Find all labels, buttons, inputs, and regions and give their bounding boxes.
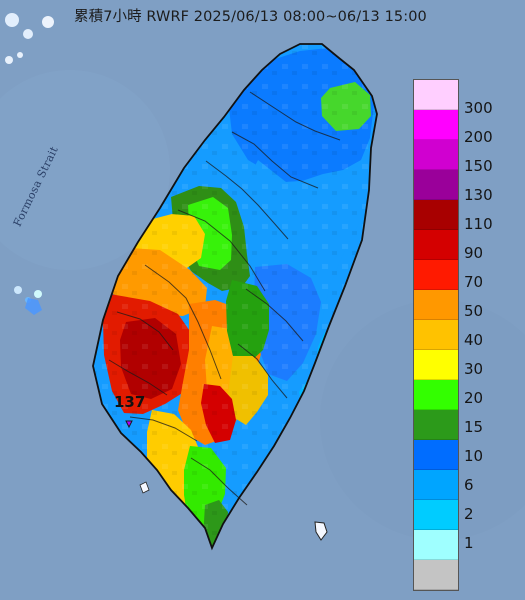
legend-label-15: 15 xyxy=(464,418,484,436)
legend-swatch xyxy=(414,110,458,140)
legend-swatch xyxy=(414,320,458,350)
legend-swatch xyxy=(414,500,458,530)
legend-swatch xyxy=(414,170,458,200)
rainfall-legend: 300 200 150 130 110 90 70 50 40 30 20 15… xyxy=(413,79,523,591)
max-station-value: 137 xyxy=(114,393,146,411)
legend-swatch xyxy=(414,470,458,500)
legend-swatch xyxy=(414,410,458,440)
legend-swatch xyxy=(414,380,458,410)
legend-label-10: 10 xyxy=(464,447,484,465)
legend-label-50: 50 xyxy=(464,302,484,320)
page-title: 累積7小時 RWRF 2025/06/13 08:00~06/13 15:00 xyxy=(74,9,427,25)
legend-label-20: 20 xyxy=(464,389,484,407)
legend-label-1: 1 xyxy=(464,534,474,552)
legend-swatch xyxy=(414,560,458,590)
legend-label-40: 40 xyxy=(464,331,484,349)
legend-label-30: 30 xyxy=(464,360,484,378)
legend-swatch xyxy=(414,440,458,470)
legend-label-6: 6 xyxy=(464,476,474,494)
max-rain-marker xyxy=(125,420,133,429)
offshore-islands xyxy=(25,298,328,541)
legend-label-70: 70 xyxy=(464,273,484,291)
legend-swatch xyxy=(414,200,458,230)
legend-label-110: 110 xyxy=(464,215,493,233)
legend-label-200: 200 xyxy=(464,128,493,146)
legend-label-130: 130 xyxy=(464,186,493,204)
legend-swatch xyxy=(414,80,458,110)
legend-label-90: 90 xyxy=(464,244,484,262)
legend-swatch xyxy=(414,140,458,170)
legend-colorbar xyxy=(413,79,459,591)
legend-swatch xyxy=(414,350,458,380)
legend-label-2: 2 xyxy=(464,505,474,523)
county-boundaries xyxy=(108,91,341,506)
coastal-cloud-noise xyxy=(5,13,54,303)
legend-swatch xyxy=(414,530,458,560)
legend-swatch xyxy=(414,290,458,320)
legend-swatch xyxy=(414,260,458,290)
legend-label-150: 150 xyxy=(464,157,493,175)
legend-swatch xyxy=(414,230,458,260)
legend-label-300: 300 xyxy=(464,99,493,117)
